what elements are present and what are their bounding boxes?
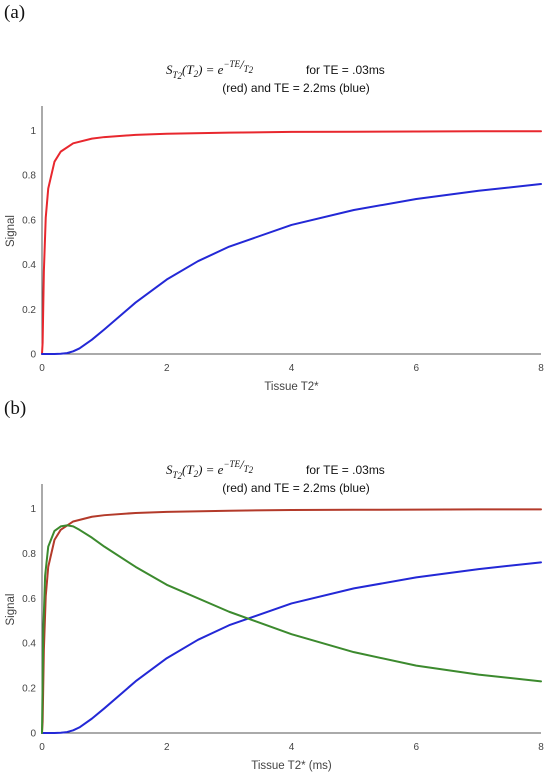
chart-title: ST2(T2) = e−TE/T2 for TE = .03ms (red) and… [166, 457, 385, 495]
series-line-1 [41, 561, 542, 734]
y-tick-label: 0.4 [22, 639, 36, 650]
x-tick-label: 2 [164, 363, 170, 374]
x-tick-label: 4 [289, 363, 295, 374]
title-formula: ST2(T2) = e−TE/T2 [166, 57, 254, 81]
y-tick-label: 0 [30, 350, 36, 361]
panel-b-label: (b) [4, 398, 27, 419]
title-line-1: for TE = .03ms [306, 63, 385, 77]
chart-panel-a: ST2(T2) = e−TE/T2 for TE = .03ms (red) and… [5, 57, 544, 393]
title-line-2: (red) and TE = 2.2ms (blue) [222, 81, 370, 95]
x-tick-label: 0 [39, 742, 45, 753]
x-tick-label: 4 [289, 742, 295, 753]
x-tick-label: 6 [413, 363, 419, 374]
x-axis-title: Tissue T2* [264, 381, 319, 393]
x-tick-label: 0 [39, 363, 45, 374]
x-tick-label: 2 [164, 742, 170, 753]
y-axis-title: Signal [5, 215, 17, 247]
title-line-1: for TE = .03ms [306, 463, 385, 477]
y-tick-label: 0 [30, 729, 36, 740]
y-tick-label: 0.2 [22, 305, 36, 316]
y-tick-label: 0.8 [22, 549, 36, 560]
title-line-2: (red) and TE = 2.2ms (blue) [222, 481, 370, 495]
y-tick-label: 0.8 [22, 171, 36, 182]
series-line-0 [41, 130, 542, 355]
x-axis-title: Tissue T2* (ms) [251, 760, 332, 772]
panel-a-label: (a) [4, 2, 26, 23]
series-line-0 [41, 508, 542, 734]
series-line-2 [41, 524, 542, 734]
y-axis-title: Signal [5, 594, 17, 626]
chart-title: ST2(T2) = e−TE/T2 for TE = .03ms (red) and… [166, 57, 385, 95]
x-tick-label: 8 [538, 363, 544, 374]
x-tick-label: 6 [413, 742, 419, 753]
x-tick-label: 8 [538, 742, 544, 753]
series-line-1 [41, 183, 542, 355]
y-tick-label: 0.2 [22, 684, 36, 695]
y-tick-label: 1 [30, 504, 36, 515]
y-tick-label: 1 [30, 126, 36, 137]
chart-panel-b: ST2(T2) = e−TE/T2 for TE = .03ms (red) and… [5, 457, 544, 772]
title-formula: ST2(T2) = e−TE/T2 [166, 457, 254, 481]
y-tick-label: 0.6 [22, 215, 36, 226]
y-tick-label: 0.6 [22, 594, 36, 605]
y-tick-label: 0.4 [22, 260, 36, 271]
